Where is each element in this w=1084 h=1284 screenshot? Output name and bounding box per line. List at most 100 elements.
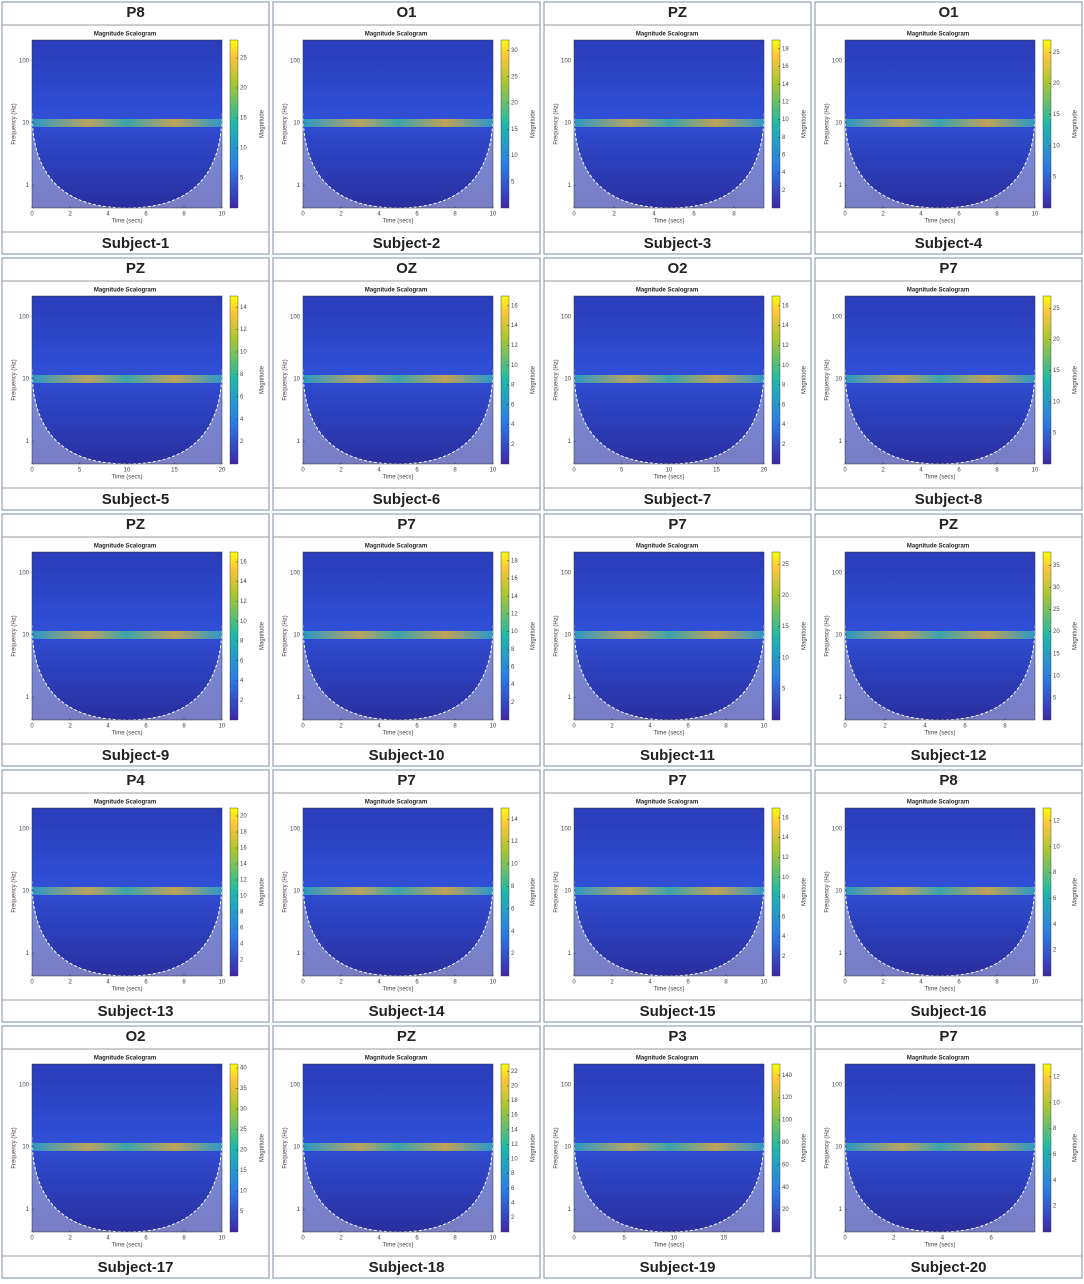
y-tick-label: 100 — [290, 1082, 301, 1088]
colorbar-tick-label: 2 — [782, 954, 786, 960]
cone-overlay — [845, 1136, 1035, 1232]
cone-overlay — [574, 112, 764, 208]
cone-of-influence — [302, 624, 494, 721]
plot-title: Magnitude Scalogram — [365, 1056, 427, 1062]
colorbar-tick-label: 15 — [1053, 368, 1060, 374]
y-axis-label: Frequency (Hz) — [283, 871, 289, 912]
plot-title: Magnitude Scalogram — [907, 800, 969, 806]
colorbar-tick-label: 6 — [240, 394, 244, 400]
colorbar-label: Magnitude — [1073, 365, 1079, 394]
colorbar-tick-label: 18 — [240, 830, 247, 836]
colorbar-tick-label: 10 — [1053, 1100, 1060, 1106]
cone-overlay — [845, 880, 1035, 976]
colorbar — [500, 1063, 510, 1233]
colorbar-tick-label: 16 — [511, 1113, 518, 1119]
panel-frame — [543, 257, 812, 511]
y-tick-label: 100 — [561, 826, 572, 832]
colorbar-tick-label: 4 — [240, 678, 244, 684]
axes-frame — [302, 39, 494, 209]
x-tick-label: 2 — [612, 212, 616, 218]
colorbar-tick-label: 25 — [511, 74, 518, 80]
axes-frame — [31, 39, 223, 209]
colorbar-label: Magnitude — [1073, 621, 1079, 650]
colorbar-tick-label: 100 — [782, 1118, 793, 1124]
x-tick-label: 15 — [721, 1236, 728, 1242]
y-axis-label: Frequency (Hz) — [12, 1127, 18, 1168]
y-tick-label: 10 — [293, 889, 300, 895]
channel-label: P8 — [939, 772, 957, 789]
x-tick-label: 8 — [995, 212, 999, 218]
x-tick-label: 0 — [30, 724, 34, 730]
x-axis-label: Time (secs) — [111, 987, 142, 993]
subject-label: Subject-2 — [373, 235, 441, 252]
x-tick-label: 4 — [648, 980, 652, 986]
cone-of-influence — [573, 880, 765, 977]
plot-title: Magnitude Scalogram — [365, 544, 427, 550]
x-axis-label: Time (secs) — [382, 219, 413, 225]
y-tick-label: 1 — [839, 183, 843, 189]
colorbar-tick-label: 10 — [782, 363, 789, 369]
cone-of-influence — [844, 368, 1036, 465]
x-tick-label: 2 — [881, 212, 885, 218]
y-tick-label: 100 — [561, 314, 572, 320]
channel-label: O1 — [396, 4, 416, 21]
colorbar-tick-label: 5 — [240, 1209, 244, 1215]
y-tick-label: 1 — [297, 439, 301, 445]
subject-label: Subject-19 — [640, 1259, 716, 1276]
x-tick-label: 6 — [415, 212, 419, 218]
y-tick-label: 1 — [297, 695, 301, 701]
x-tick-label: 4 — [652, 212, 656, 218]
x-tick-label: 0 — [30, 1236, 34, 1242]
x-axis-label: Time (secs) — [924, 987, 955, 993]
channel-label: PZ — [126, 516, 145, 533]
colorbar-label: Magnitude — [531, 877, 537, 906]
x-tick-label: 6 — [144, 724, 148, 730]
axes-frame — [844, 39, 1036, 209]
colorbar — [771, 39, 781, 209]
subject-label: Subject-10 — [369, 747, 445, 764]
y-tick-label: 100 — [19, 58, 30, 64]
colorbar-tick-label: 30 — [511, 48, 518, 54]
channel-label: P4 — [126, 772, 145, 789]
colorbar-label: Magnitude — [260, 621, 266, 650]
colorbar-tick-label: 15 — [240, 1168, 247, 1174]
x-tick-label: 2 — [892, 1236, 896, 1242]
colorbar-tick-label: 8 — [511, 383, 515, 389]
alpha-band — [574, 886, 764, 895]
y-tick-label: 10 — [293, 1145, 300, 1151]
colorbar-tick-label: 10 — [511, 153, 518, 159]
x-tick-label: 0 — [301, 980, 305, 986]
x-tick-label: 10 — [1032, 468, 1039, 474]
subject-label: Subject-20 — [911, 1259, 987, 1276]
subject-label: Subject-18 — [369, 1259, 445, 1276]
cone-of-influence — [31, 880, 223, 977]
colorbar-tick-label: 18 — [511, 558, 518, 564]
x-axis-label: Time (secs) — [382, 475, 413, 481]
y-axis-label: Frequency (Hz) — [12, 871, 18, 912]
colorbar-tick-label: 80 — [782, 1140, 789, 1146]
colorbar-tick-label: 16 — [240, 559, 247, 565]
axes-frame — [31, 551, 223, 721]
colorbar-label: Magnitude — [802, 365, 808, 394]
subject-label: Subject-16 — [911, 1003, 987, 1020]
plot-title: Magnitude Scalogram — [365, 288, 427, 294]
x-axis-label: Time (secs) — [382, 987, 413, 993]
x-tick-label: 8 — [1003, 724, 1007, 730]
colorbar-tick-label: 20 — [240, 86, 247, 92]
x-tick-label: 10 — [219, 212, 226, 218]
x-tick-label: 4 — [919, 980, 923, 986]
cone-of-influence — [573, 368, 765, 465]
colorbar-tick-label: 20 — [511, 101, 518, 107]
x-tick-label: 20 — [219, 468, 226, 474]
colorbar-tick-label: 10 — [782, 117, 789, 123]
colorbar-tick-label: 4 — [1053, 1178, 1057, 1184]
y-axis-label: Frequency (Hz) — [825, 1127, 831, 1168]
cone-overlay — [32, 624, 222, 720]
x-tick-label: 6 — [144, 980, 148, 986]
plot-title: Magnitude Scalogram — [94, 800, 156, 806]
plot-title: Magnitude Scalogram — [365, 32, 427, 38]
x-tick-label: 10 — [490, 980, 497, 986]
x-tick-label: 0 — [301, 724, 305, 730]
x-tick-label: 2 — [610, 980, 614, 986]
colorbar-tick-label: 10 — [240, 350, 247, 356]
